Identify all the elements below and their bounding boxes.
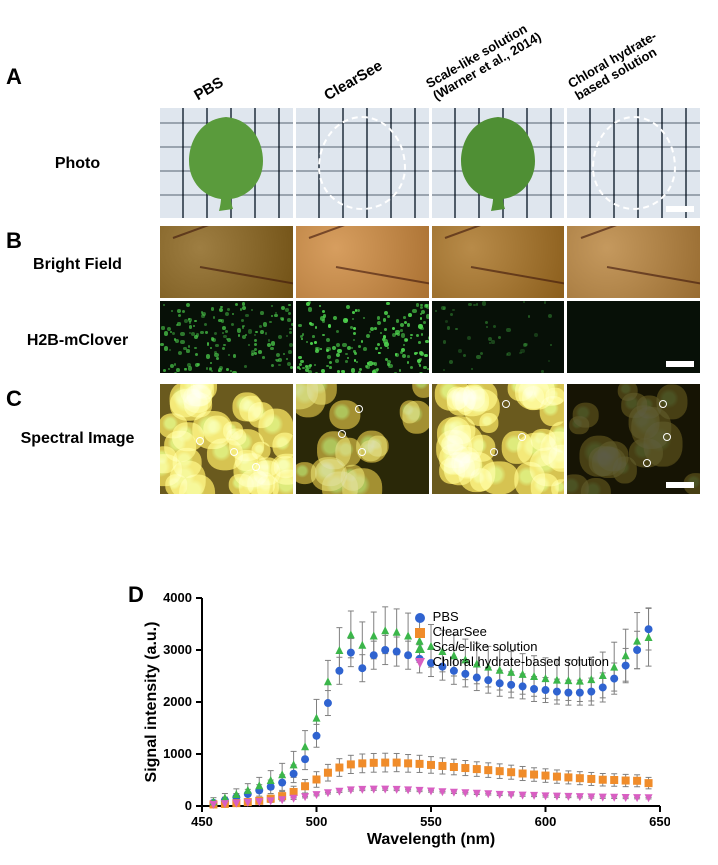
spectral-cell xyxy=(432,384,565,494)
row-label-spectral: Spectral Image xyxy=(0,430,155,448)
row-label-h2b: H2B-mClover xyxy=(0,332,155,350)
legend-item: ClearSee xyxy=(413,625,609,640)
svg-text:600: 600 xyxy=(535,814,557,829)
svg-text:0: 0 xyxy=(185,798,192,813)
h2b-cell xyxy=(432,301,565,373)
photo-cell xyxy=(567,108,700,218)
legend-item: Chloral hydrate-based solution xyxy=(413,655,609,670)
col-head-1: ClearSee xyxy=(322,58,386,104)
column-headers: PBS ClearSee Scale-like solution(Warner … xyxy=(160,0,698,110)
spectrum-chart: 450 500 550 600 650 0 1000 2000 3000 4000 Waveleng… xyxy=(140,590,670,850)
svg-text:550: 550 xyxy=(420,814,442,829)
panel-letter-a: A xyxy=(6,64,22,90)
col-head-3: Chloral hydrate- based solution xyxy=(566,29,667,104)
photo-cell xyxy=(160,108,293,218)
col-head-2: Scale-like solution(Warner et al., 2014) xyxy=(424,18,544,104)
spectral-cell xyxy=(296,384,429,494)
chart-legend: PBSClearSeeScale-like solutionChloral hy… xyxy=(413,610,609,670)
spectral-row xyxy=(160,384,700,494)
legend-item: Scale-like solution xyxy=(413,640,609,655)
svg-text:1000: 1000 xyxy=(163,746,192,761)
h2b-cell xyxy=(296,301,429,373)
brightfield-cell xyxy=(432,226,565,298)
svg-text:500: 500 xyxy=(306,814,328,829)
col-head-0: PBS xyxy=(192,74,227,104)
panel-letter-c: C xyxy=(6,386,22,412)
photo-cell xyxy=(432,108,565,218)
brightfield-row xyxy=(160,226,700,298)
brightfield-cell xyxy=(160,226,293,298)
row-label-brightfield: Bright Field xyxy=(0,256,155,274)
row-label-photo: Photo xyxy=(0,155,155,173)
photo-row xyxy=(160,108,700,218)
panel-letter-b: B xyxy=(6,228,22,254)
svg-text:450: 450 xyxy=(191,814,213,829)
svg-text:3000: 3000 xyxy=(163,642,192,657)
svg-text:4000: 4000 xyxy=(163,590,192,605)
photo-cell xyxy=(296,108,429,218)
svg-text:2000: 2000 xyxy=(163,694,192,709)
svg-text:650: 650 xyxy=(649,814,670,829)
spectral-cell xyxy=(567,384,700,494)
h2b-cell xyxy=(567,301,700,373)
h2b-row xyxy=(160,301,700,373)
legend-item: PBS xyxy=(413,610,609,625)
svg-text:Wavelength (nm): Wavelength (nm) xyxy=(367,831,495,848)
spectral-cell xyxy=(160,384,293,494)
svg-text:Signal intensity (a.u.): Signal intensity (a.u.) xyxy=(143,622,160,783)
brightfield-cell xyxy=(567,226,700,298)
h2b-cell xyxy=(160,301,293,373)
brightfield-cell xyxy=(296,226,429,298)
